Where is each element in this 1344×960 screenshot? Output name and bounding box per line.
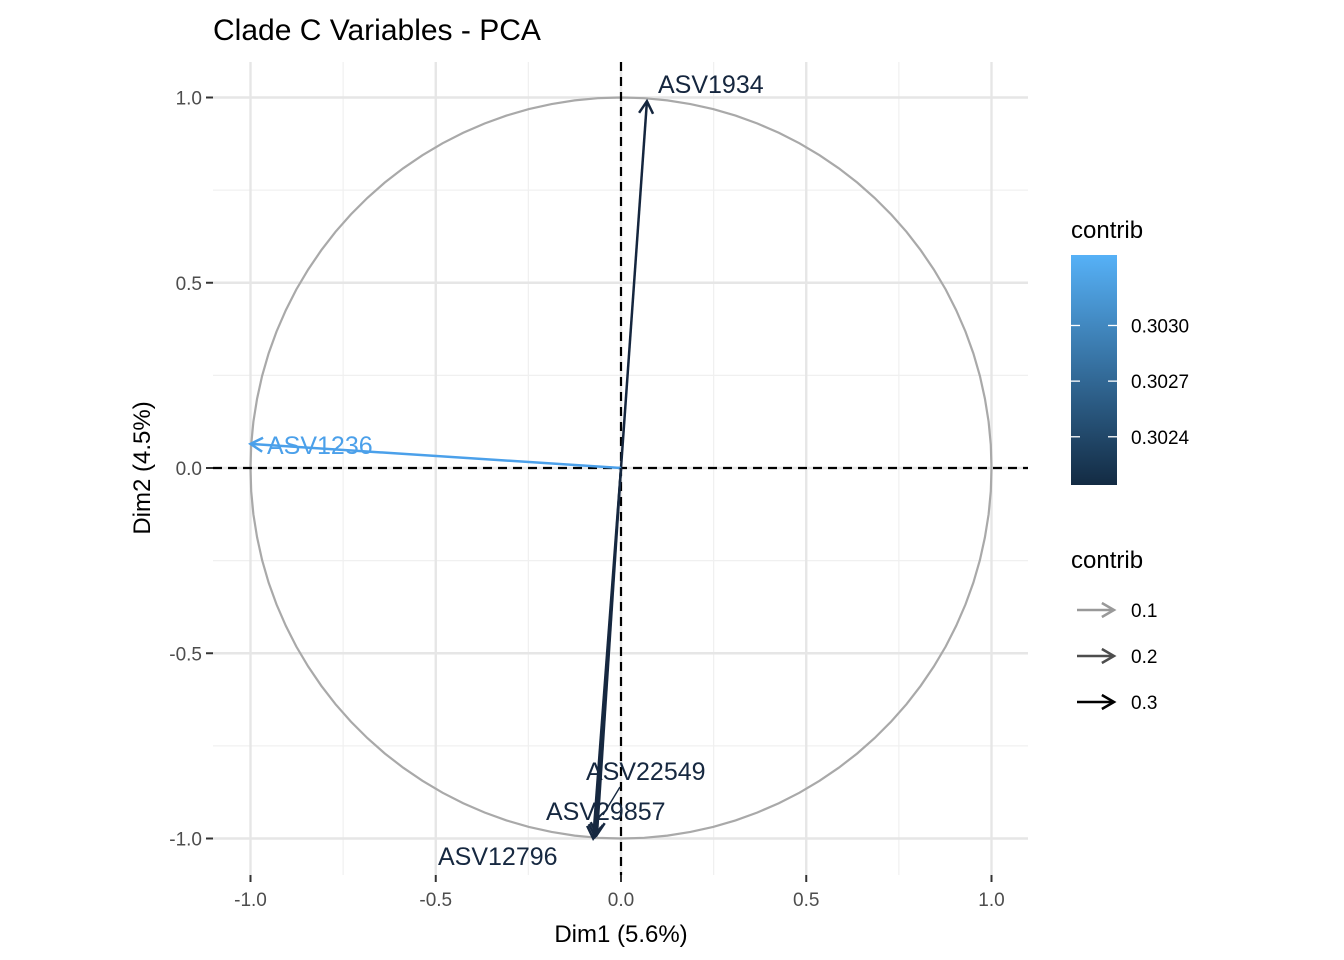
x-tick-label-3: 0.5 [793,890,819,911]
color-legend-ticks: 0.3030 0.3027 0.3024 [1071,316,1190,449]
label-asv12796: ASV12796 [438,843,558,871]
size-legend-key-1 [1077,647,1117,665]
y-tick-label-0: -1.0 [169,830,202,851]
size-legend-key-2 [1077,693,1117,711]
arrow-asv1236 [248,436,622,470]
y-tick-label-1: -0.5 [169,644,202,665]
color-legend-bar [1071,255,1117,485]
size-legend-keys: 0.1 0.2 0.3 [1077,601,1157,714]
axis-ticks: -1.0 -0.5 0.0 0.5 1.0 -1.0 -0.5 0.0 0.5 1.0 [169,89,1004,912]
chart-title: Clade C Variables - PCA [213,14,541,47]
size-legend: contrib 0.1 0.2 0.3 [1071,547,1157,714]
color-legend: contrib 0.3030 0.3027 0.3024 [1071,217,1190,485]
size-legend-label-2: 0.3 [1131,693,1157,714]
x-axis-title: Dim1 (5.6%) [554,921,687,948]
arrow-asv12796-shaft [591,467,623,839]
size-legend-label-0: 0.1 [1131,601,1157,622]
label-asv1934: ASV1934 [658,71,764,99]
x-tick-label-2: 0.0 [608,890,634,911]
arrow-asv1236-shaft [250,442,622,470]
label-asv29857: ASV29857 [546,798,666,826]
arrow-asv12796 [586,467,623,841]
color-legend-label-1: 0.3027 [1131,372,1189,393]
size-legend-key-1-head [1101,647,1117,665]
arrow-asv1934 [619,98,655,469]
arrow-asv1934-shaft [619,101,649,469]
size-legend-key-0-head [1101,601,1117,619]
variable-labels: ASV1934 ASV1236 ASV22549 ASV29857 ASV12796 [267,71,764,871]
leader-asv22549 [602,786,621,816]
size-legend-label-1: 0.2 [1131,647,1157,668]
size-legend-key-2-head [1101,693,1117,711]
y-tick-label-2: 0.0 [176,459,202,480]
variable-arrows [248,98,655,841]
color-legend-label-2: 0.3024 [1131,428,1190,449]
size-legend-key-0 [1077,601,1117,619]
label-asv22549: ASV22549 [586,758,706,786]
label-asv1236: ASV1236 [267,432,373,460]
y-tick-label-3: 0.5 [176,274,202,295]
x-tick-label-4: 1.0 [978,890,1004,911]
color-legend-label-0: 0.3030 [1131,316,1189,337]
color-legend-title: contrib [1071,217,1143,244]
y-axis-title: Dim2 (4.5%) [129,401,156,534]
arrow-asv1934-head [638,98,655,115]
y-tick-label-4: 1.0 [176,89,202,110]
x-tick-label-0: -1.0 [234,890,267,911]
arrow-asv1236-head [248,436,264,453]
size-legend-title: contrib [1071,547,1143,574]
x-tick-label-1: -0.5 [419,890,452,911]
arrow-asv12796-head [586,825,603,841]
